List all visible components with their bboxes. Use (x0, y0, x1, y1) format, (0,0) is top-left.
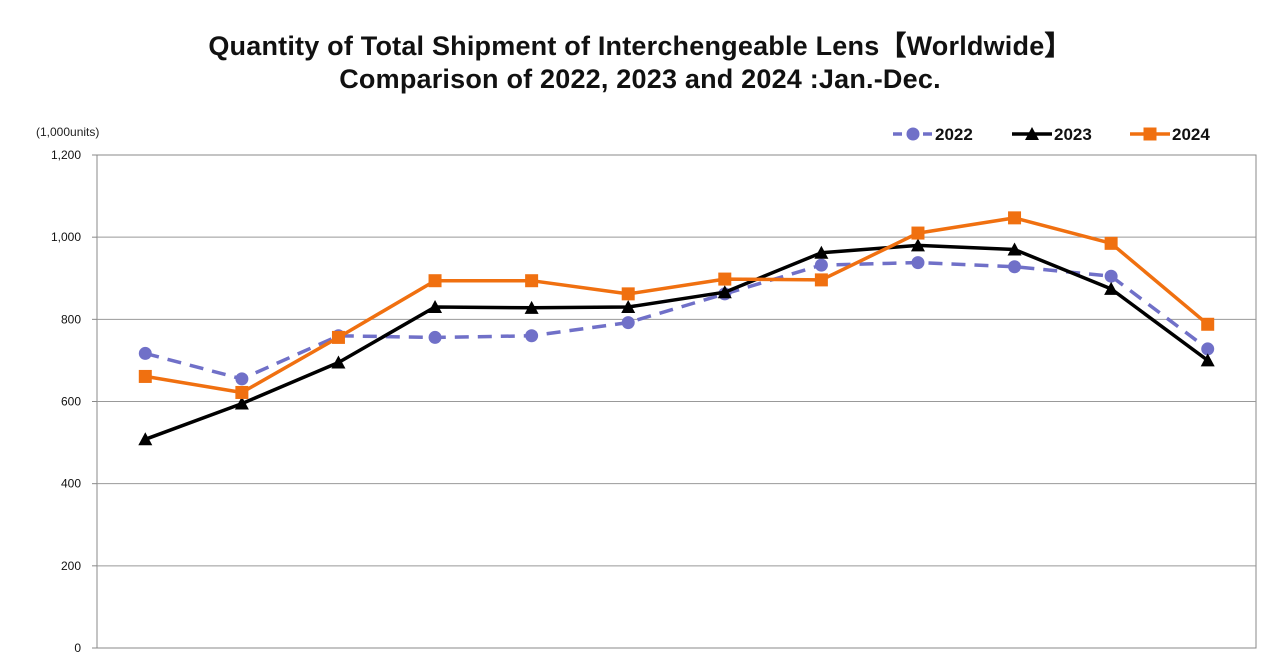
data-point-2023-feb (234, 396, 249, 410)
data-point-2024-mar (331, 330, 345, 344)
series-line-2022 (144, 260, 1209, 381)
y-tick-label: 400 (61, 477, 81, 491)
data-point-2022-sep (911, 256, 925, 270)
data-point-2023-apr (428, 300, 443, 314)
data-point-2022-oct (1008, 260, 1022, 274)
data-point-2024-apr (428, 274, 442, 288)
y-tick-label: 0 (74, 641, 81, 655)
legend-marker-2023 (1025, 127, 1039, 140)
chart-title: Quantity of Total Shipment of Intercheng… (208, 31, 1072, 61)
data-point-2023-oct (1007, 242, 1022, 256)
legend-label-2022: 2022 (935, 125, 973, 144)
y-tick-label: 200 (61, 559, 81, 573)
data-point-2022-jan (138, 346, 152, 360)
data-point-2023-sep (910, 238, 925, 252)
data-point-2024-nov (1104, 236, 1118, 250)
data-point-2023-jun (621, 300, 636, 314)
data-point-2023-jan (138, 432, 153, 446)
legend-marker-2024 (1143, 127, 1157, 141)
data-point-2024-jan (138, 369, 152, 383)
data-point-2023-jul (717, 285, 732, 299)
data-point-2023-aug (814, 245, 829, 259)
series-line-2023 (144, 243, 1209, 441)
y-tick-label: 1,200 (51, 148, 81, 162)
data-point-2024-oct (1008, 211, 1022, 225)
data-point-2023-dec (1200, 353, 1215, 367)
data-point-2022-dec (1201, 342, 1215, 356)
data-point-2022-apr (428, 330, 442, 344)
y-axis-unit-label: (1,000units) (36, 125, 100, 139)
data-point-2024-jun (621, 287, 635, 301)
y-tick-label: 600 (61, 395, 81, 409)
legend-marker-2022 (906, 127, 920, 141)
data-point-2022-nov (1104, 269, 1118, 283)
data-point-2023-nov (1104, 281, 1119, 295)
y-tick-label: 800 (61, 312, 81, 326)
series-line-2024 (145, 216, 1209, 395)
legend-label-2024: 2024 (1172, 125, 1210, 144)
y-tick-label: 1,000 (51, 230, 81, 244)
data-point-2023-mar (331, 355, 346, 369)
data-point-2024-may (525, 274, 539, 288)
data-point-2024-aug (814, 273, 828, 287)
data-point-2022-may (525, 329, 539, 343)
data-point-2024-jul (718, 272, 732, 286)
data-point-2024-sep (911, 226, 925, 240)
data-point-2022-aug (814, 258, 828, 272)
data-point-2022-jun (621, 316, 635, 330)
data-point-2024-dec (1201, 317, 1215, 331)
data-point-2022-feb (235, 372, 249, 386)
chart-subtitle: Comparison of 2022, 2023 and 2024 :Jan.-… (339, 64, 941, 94)
data-point-2023-may (524, 300, 539, 314)
data-point-2024-feb (235, 385, 249, 399)
legend-label-2023: 2023 (1054, 125, 1092, 144)
